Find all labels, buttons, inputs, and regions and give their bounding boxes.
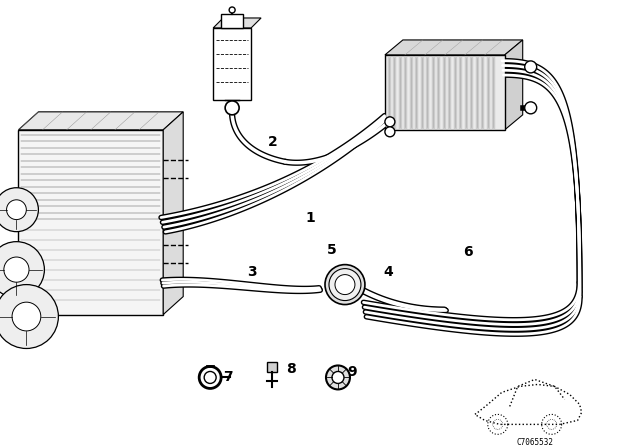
Text: 8: 8 xyxy=(286,362,296,376)
Circle shape xyxy=(6,200,26,220)
Text: 7: 7 xyxy=(223,370,233,384)
Text: 5: 5 xyxy=(327,243,337,257)
Circle shape xyxy=(204,371,216,383)
Circle shape xyxy=(0,188,38,232)
Circle shape xyxy=(225,101,239,115)
Text: 6: 6 xyxy=(463,245,472,258)
Circle shape xyxy=(525,61,537,73)
Polygon shape xyxy=(385,40,523,55)
Circle shape xyxy=(385,117,395,127)
Circle shape xyxy=(4,257,29,282)
Circle shape xyxy=(385,127,395,137)
Polygon shape xyxy=(213,18,261,28)
Circle shape xyxy=(199,366,221,388)
Polygon shape xyxy=(505,40,523,130)
Circle shape xyxy=(12,302,41,331)
Circle shape xyxy=(0,284,58,349)
Bar xyxy=(267,362,277,372)
Circle shape xyxy=(326,366,350,389)
Text: 3: 3 xyxy=(247,265,257,279)
Polygon shape xyxy=(19,112,183,130)
Text: C7065532: C7065532 xyxy=(516,438,553,447)
Circle shape xyxy=(0,241,44,297)
Circle shape xyxy=(229,7,235,13)
Bar xyxy=(19,130,163,314)
Text: 9: 9 xyxy=(347,366,356,379)
Text: 4: 4 xyxy=(383,265,393,279)
Polygon shape xyxy=(163,112,183,314)
Bar xyxy=(213,28,251,100)
Circle shape xyxy=(329,269,361,301)
Circle shape xyxy=(325,265,365,305)
Circle shape xyxy=(335,275,355,295)
Circle shape xyxy=(525,102,537,114)
Bar xyxy=(385,55,505,130)
Text: 1: 1 xyxy=(305,211,315,225)
Text: 2: 2 xyxy=(268,135,278,149)
Circle shape xyxy=(332,371,344,383)
Bar xyxy=(221,14,243,28)
